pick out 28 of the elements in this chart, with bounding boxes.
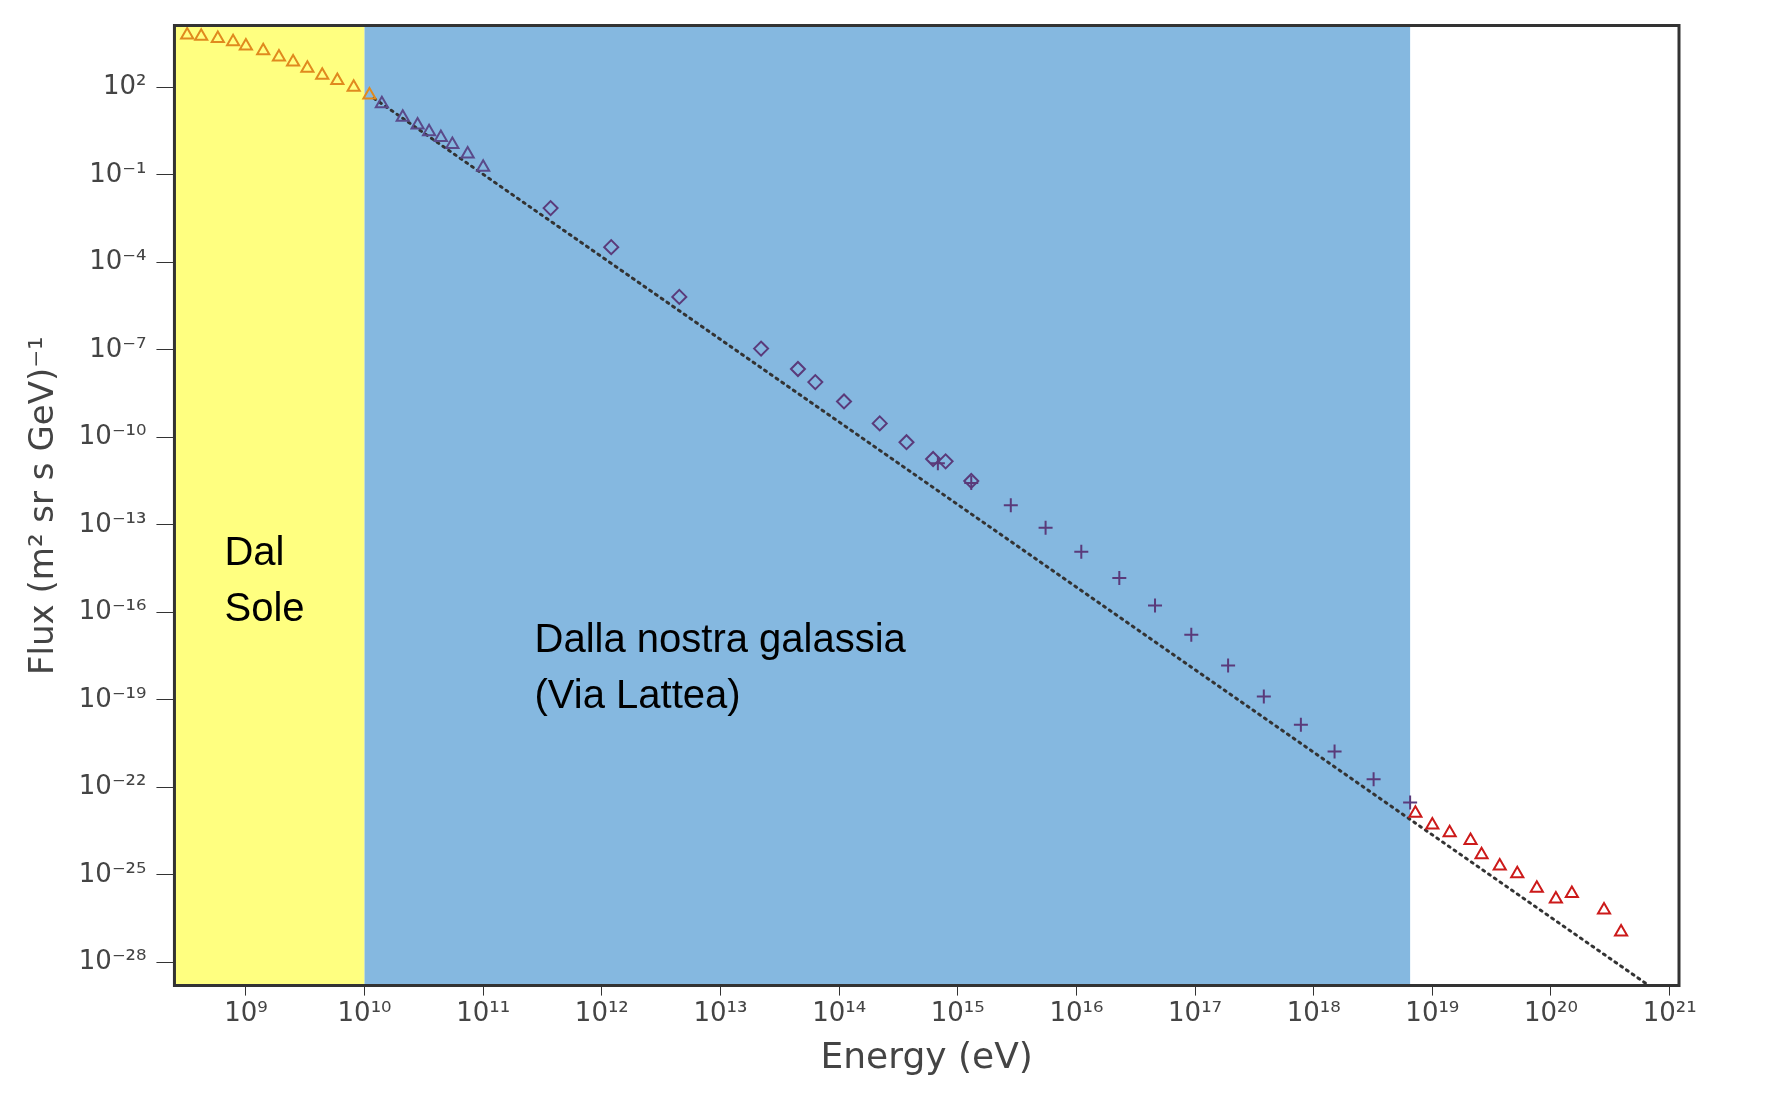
y-tick-label: 10⁻¹⁹: [78, 682, 147, 713]
x-tick-label: 10¹³: [693, 996, 748, 1027]
y-tick-label: 10⁻⁴: [89, 245, 147, 276]
y-tick-label: 10⁻¹⁶: [78, 595, 147, 626]
x-tick-label: 10¹²: [574, 996, 629, 1027]
x-tick-label: 10²¹: [1642, 996, 1697, 1027]
y-tick-label: 10⁻¹: [89, 157, 147, 188]
x-axis-title: Energy (eV): [820, 1034, 1033, 1076]
x-tick-label: 10¹⁶: [1049, 996, 1104, 1027]
x-tick-label: 10⁹: [224, 996, 268, 1027]
x-tick-label: 10¹⁹: [1405, 996, 1460, 1027]
y-axis-title: Flux (m² sr s GeV)⁻¹: [21, 336, 62, 675]
x-tick-label: 10¹⁰: [337, 996, 392, 1027]
x-tick-label: 10¹⁴: [812, 996, 867, 1027]
y-tick-label: 10²: [102, 70, 147, 101]
y-tick-label: 10⁻²⁵: [78, 857, 147, 888]
x-tick-label: 10¹⁷: [1168, 996, 1222, 1027]
y-tick-label: 10⁻²²: [78, 770, 147, 801]
y-tick-label: 10⁻¹⁰: [78, 420, 147, 451]
x-tick-label: 10¹¹: [456, 996, 511, 1027]
x-tick-label: 10¹⁸: [1286, 996, 1341, 1027]
band-label: Dalla nostra galassia (Via Lattea): [534, 615, 907, 716]
y-tick-label: 10⁻²⁸: [78, 945, 147, 976]
x-tick-label: 10¹⁵: [930, 996, 985, 1027]
y-tick-label: 10⁻⁷: [89, 332, 147, 363]
y-tick-label: 10⁻¹³: [78, 507, 147, 538]
x-tick-label: 10²⁰: [1523, 996, 1578, 1027]
band-label: Dal Sole: [224, 529, 305, 630]
